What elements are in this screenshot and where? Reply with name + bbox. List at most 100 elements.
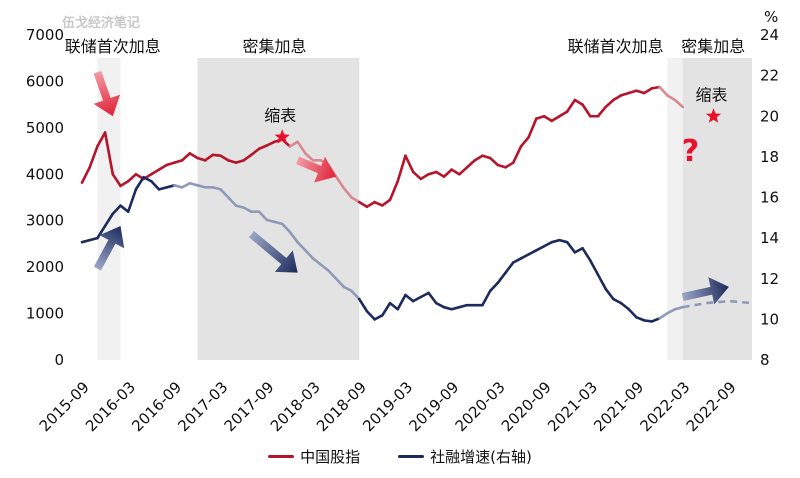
x-tick-label-0: 2015-09 bbox=[36, 378, 93, 435]
series-0-segment-21 bbox=[234, 159, 246, 164]
series-0-segment-48 bbox=[442, 168, 453, 178]
legend-swatch-social-financing bbox=[398, 455, 425, 458]
series-1-segment-4 bbox=[103, 212, 115, 228]
series-1-segment-45 bbox=[419, 291, 430, 299]
band-3 bbox=[682, 58, 752, 360]
left-tick-label-7: 7000 bbox=[26, 26, 64, 44]
series-1-segment-48 bbox=[442, 305, 453, 311]
band-label-1: 密集加息 bbox=[243, 37, 307, 56]
series-0-segment-17 bbox=[203, 153, 215, 162]
series-0-segment-3 bbox=[96, 131, 107, 148]
series-1-segment-67 bbox=[588, 259, 600, 276]
series-0-segment-36 bbox=[350, 196, 361, 204]
legend-item-social-financing: 社融增速(右轴) bbox=[398, 446, 532, 467]
series-1-segment-43 bbox=[404, 293, 415, 303]
band-1 bbox=[197, 58, 360, 360]
series-0-segment-74 bbox=[642, 87, 654, 95]
series-1-segment-63 bbox=[558, 238, 569, 244]
series-1-segment-78 bbox=[673, 305, 684, 311]
series-1-segment-65 bbox=[573, 246, 584, 254]
series-0-segment-19 bbox=[219, 154, 230, 162]
legend-label-stock-index: 中国股指 bbox=[300, 448, 361, 466]
series-0-segment-1 bbox=[80, 166, 92, 184]
series-0-segment-40 bbox=[381, 198, 392, 207]
series-1-segment-46 bbox=[427, 291, 438, 305]
series-1-segment-14 bbox=[180, 181, 192, 189]
left-tick-label-6: 6000 bbox=[26, 72, 64, 90]
series-1-segment-34 bbox=[334, 277, 346, 289]
series-0-segment-71 bbox=[619, 91, 631, 97]
series-1-segment-6 bbox=[119, 204, 130, 214]
series-0-segment-24 bbox=[257, 144, 269, 151]
x-tick-label-10: 2020-09 bbox=[498, 378, 555, 435]
series-1-segment-36 bbox=[350, 289, 361, 301]
star-marker-0 bbox=[274, 129, 290, 144]
arrows-layer bbox=[93, 70, 729, 305]
series-0-segment-59 bbox=[527, 117, 538, 139]
x-tick-label-2: 2016-09 bbox=[128, 378, 185, 435]
series-0-segment-72 bbox=[627, 89, 638, 95]
right-tick-label-2: 12 bbox=[760, 270, 779, 288]
series-1-segment-73 bbox=[635, 316, 646, 322]
series-1-segment-32 bbox=[319, 263, 330, 272]
series-1-segment-49 bbox=[450, 305, 461, 311]
band-label-2: 联储首次加息 bbox=[568, 37, 664, 56]
series-1-segment-7 bbox=[126, 188, 138, 214]
series-1-segment-35 bbox=[342, 285, 353, 293]
x-tick-label-5: 2018-03 bbox=[267, 378, 324, 435]
series-0-segment-70 bbox=[612, 94, 623, 102]
right-tick-label-3: 14 bbox=[760, 229, 779, 247]
star-label-1: 缩表 bbox=[695, 85, 727, 104]
right-tick-label-6: 20 bbox=[760, 107, 779, 125]
left-tick-label-0: 0 bbox=[54, 351, 64, 369]
x-tick-label-14: 2022-09 bbox=[683, 378, 740, 435]
series-1-segment-19 bbox=[219, 188, 230, 199]
series-0-segment-20 bbox=[227, 159, 238, 164]
right-tick-label-5: 18 bbox=[760, 148, 779, 166]
series-1-segment-16 bbox=[196, 184, 207, 189]
series-0-segment-56 bbox=[504, 161, 515, 169]
x-tick-label-4: 2017-09 bbox=[221, 378, 278, 435]
series-1-segment-55 bbox=[496, 271, 507, 285]
series-1-segment-50 bbox=[458, 303, 469, 309]
series-0-segment-47 bbox=[434, 170, 446, 178]
series-1-segment-58 bbox=[519, 253, 530, 260]
series-0-segment-23 bbox=[250, 147, 261, 157]
series-0-segment-22 bbox=[242, 153, 253, 162]
series-1-segment-40 bbox=[381, 301, 392, 317]
arrow-red-0 bbox=[93, 70, 121, 117]
series-1-segment-44 bbox=[411, 295, 423, 303]
x-tick-label-9: 2020-03 bbox=[452, 378, 509, 435]
series-1-segment-53 bbox=[481, 289, 492, 307]
series-0-segment-66 bbox=[581, 103, 592, 118]
star-marker-1 bbox=[705, 108, 722, 123]
band-label-3: 密集加息 bbox=[681, 37, 745, 56]
arrow-navy-2 bbox=[93, 225, 125, 271]
series-0-segment-7 bbox=[126, 172, 138, 183]
series-1-segment-33 bbox=[327, 269, 338, 281]
series-1-segment-77 bbox=[665, 307, 677, 315]
right-tick-label-8: 24 bbox=[760, 26, 779, 44]
series-0-segment-37 bbox=[357, 200, 369, 209]
series-0-segment-39 bbox=[373, 200, 384, 207]
series-0-segment-14 bbox=[180, 152, 192, 162]
series-0-segment-35 bbox=[342, 186, 353, 199]
legend-label-social-financing: 社融增速(右轴) bbox=[430, 448, 532, 466]
series-1-segment-56 bbox=[504, 261, 515, 274]
series-0-segment-53 bbox=[481, 154, 492, 160]
series-1-segment-11 bbox=[157, 186, 169, 191]
legend-item-stock-index: 中国股指 bbox=[268, 446, 360, 467]
series-0-segment-60 bbox=[535, 114, 546, 120]
series-1-segment-66 bbox=[581, 246, 592, 262]
series-0-segment-62 bbox=[550, 114, 561, 123]
right-tick-label-1: 10 bbox=[760, 310, 779, 328]
arrow-navy-4 bbox=[681, 277, 729, 305]
series-1-segment-25 bbox=[265, 218, 276, 224]
right-tick-label-0: 8 bbox=[760, 351, 770, 369]
series-0-segment-49 bbox=[450, 168, 461, 176]
series-1-segment-10 bbox=[150, 179, 161, 191]
series-0-segment-38 bbox=[365, 200, 376, 209]
series-1-segment-57 bbox=[511, 257, 523, 264]
